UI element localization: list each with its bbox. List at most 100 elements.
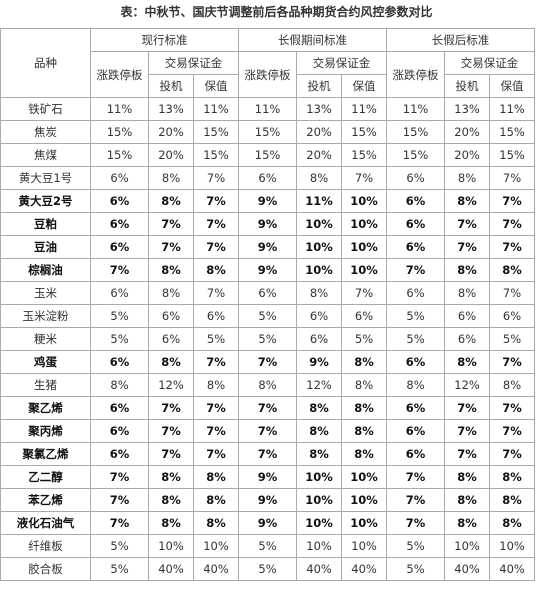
value-cell: 10%	[444, 534, 491, 558]
value-cell: 7%	[192, 396, 240, 420]
value-cell: 6%	[386, 235, 446, 259]
value-cell: 7%	[341, 166, 388, 190]
value-cell: 8%	[444, 511, 491, 535]
value-cell: 7%	[386, 511, 446, 535]
table-row: 胶合板 5% 40% 40% 5% 40% 40% 5% 40% 40%	[0, 557, 536, 581]
variety-cell: 玉米淀粉	[0, 304, 91, 328]
value-cell: 20%	[148, 143, 194, 167]
value-cell: 8%	[148, 511, 194, 535]
table-row: 焦煤 15% 20% 15% 15% 20% 15% 15% 20% 15%	[0, 143, 536, 167]
value-cell: 6%	[386, 442, 446, 466]
value-cell: 10%	[341, 488, 388, 512]
value-cell: 6%	[148, 327, 194, 351]
limit-header: 涨跌停板	[90, 51, 149, 98]
value-cell: 6%	[148, 304, 194, 328]
value-cell: 7%	[192, 212, 240, 236]
value-cell: 7%	[192, 281, 240, 305]
value-cell: 12%	[296, 373, 343, 397]
value-cell: 8%	[148, 488, 194, 512]
value-cell: 7%	[386, 488, 446, 512]
value-cell: 9%	[296, 350, 343, 374]
value-cell: 7%	[148, 235, 194, 259]
value-cell: 11%	[192, 97, 240, 121]
margin-header: 交易保证金	[296, 51, 388, 75]
variety-cell: 乙二醇	[0, 465, 91, 489]
table-row: 黄大豆1号 6% 8% 7% 6% 8% 7% 6% 8% 7%	[0, 166, 536, 190]
variety-cell: 纤维板	[0, 534, 91, 558]
value-cell: 8%	[90, 373, 149, 397]
value-cell: 7%	[148, 396, 194, 420]
speculation-header: 投机	[444, 74, 491, 98]
value-cell: 8%	[444, 189, 491, 213]
value-cell: 7%	[386, 258, 446, 282]
value-cell: 6%	[90, 419, 149, 443]
value-cell: 10%	[341, 534, 388, 558]
table-row: 鸡蛋 6% 8% 7% 7% 9% 8% 6% 8% 7%	[0, 350, 536, 374]
value-cell: 6%	[90, 281, 149, 305]
value-cell: 10%	[296, 534, 343, 558]
value-cell: 8%	[148, 258, 194, 282]
value-cell: 11%	[341, 97, 388, 121]
value-cell: 8%	[489, 465, 536, 489]
value-cell: 10%	[296, 212, 343, 236]
value-cell: 7%	[90, 258, 149, 282]
value-cell: 7%	[148, 442, 194, 466]
value-cell: 7%	[444, 396, 491, 420]
value-cell: 8%	[296, 419, 343, 443]
value-cell: 15%	[90, 120, 149, 144]
value-cell: 10%	[192, 534, 240, 558]
value-cell: 15%	[192, 143, 240, 167]
variety-cell: 生猪	[0, 373, 91, 397]
value-cell: 8%	[444, 465, 491, 489]
variety-cell: 聚氯乙烯	[0, 442, 91, 466]
value-cell: 6%	[238, 166, 298, 190]
table-row: 苯乙烯 7% 8% 8% 9% 10% 10% 7% 8% 8%	[0, 488, 536, 512]
table-row: 黄大豆2号 6% 8% 7% 9% 11% 10% 6% 8% 7%	[0, 189, 536, 213]
variety-cell: 聚丙烯	[0, 419, 91, 443]
risk-table: 品种 现行标准 长假期间标准 长假后标准 涨跌停板 交易保证金 涨跌停板 交易保…	[0, 28, 536, 581]
value-cell: 7%	[192, 419, 240, 443]
value-cell: 8%	[444, 258, 491, 282]
value-cell: 10%	[341, 511, 388, 535]
value-cell: 15%	[192, 120, 240, 144]
value-cell: 20%	[296, 120, 343, 144]
value-cell: 5%	[90, 557, 149, 581]
value-cell: 40%	[192, 557, 240, 581]
value-cell: 8%	[148, 166, 194, 190]
value-cell: 7%	[489, 396, 536, 420]
value-cell: 7%	[90, 465, 149, 489]
value-cell: 5%	[489, 327, 536, 351]
value-cell: 10%	[296, 465, 343, 489]
table-row: 粳米 5% 6% 5% 5% 6% 5% 5% 6% 5%	[0, 327, 536, 351]
value-cell: 8%	[148, 465, 194, 489]
value-cell: 6%	[444, 304, 491, 328]
speculation-header: 投机	[148, 74, 194, 98]
value-cell: 12%	[148, 373, 194, 397]
value-cell: 11%	[90, 97, 149, 121]
value-cell: 9%	[238, 235, 298, 259]
table-row: 焦炭 15% 20% 15% 15% 20% 15% 15% 20% 15%	[0, 120, 536, 144]
value-cell: 8%	[148, 189, 194, 213]
value-cell: 7%	[489, 442, 536, 466]
value-cell: 6%	[444, 327, 491, 351]
value-cell: 10%	[296, 511, 343, 535]
value-cell: 7%	[444, 212, 491, 236]
value-cell: 7%	[148, 419, 194, 443]
variety-cell: 焦炭	[0, 120, 91, 144]
value-cell: 7%	[192, 235, 240, 259]
value-cell: 10%	[341, 212, 388, 236]
value-cell: 6%	[341, 304, 388, 328]
value-cell: 8%	[386, 373, 446, 397]
value-cell: 7%	[192, 442, 240, 466]
value-cell: 10%	[296, 235, 343, 259]
value-cell: 40%	[489, 557, 536, 581]
value-cell: 15%	[341, 143, 388, 167]
value-cell: 5%	[90, 304, 149, 328]
value-cell: 7%	[444, 442, 491, 466]
value-cell: 13%	[148, 97, 194, 121]
value-cell: 9%	[238, 465, 298, 489]
variety-cell: 豆油	[0, 235, 91, 259]
value-cell: 40%	[296, 557, 343, 581]
variety-cell: 胶合板	[0, 557, 91, 581]
value-cell: 6%	[90, 212, 149, 236]
